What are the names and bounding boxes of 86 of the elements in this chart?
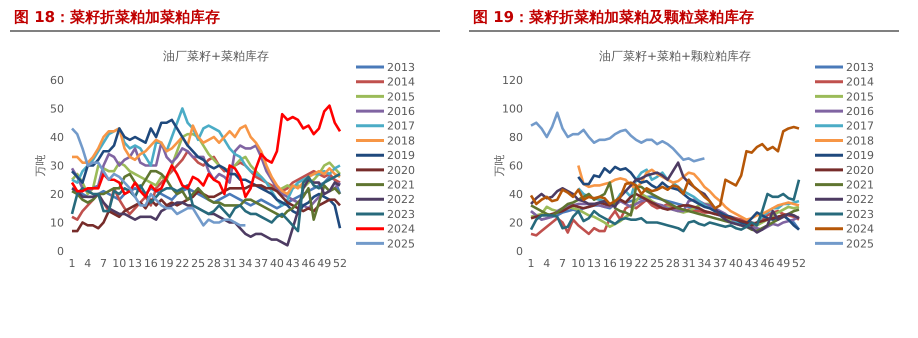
y-tick-label: 0 xyxy=(57,244,64,258)
y-axis-title: 万吨 xyxy=(493,154,506,176)
legend-label: 2013 xyxy=(387,60,415,74)
x-tick-label: 19 xyxy=(618,257,633,270)
x-tick-label: 37 xyxy=(254,257,268,270)
chart-title: 图 19：菜籽折菜粕加菜粕及颗粒菜粕库存 xyxy=(473,8,754,26)
legend-label: 2019 xyxy=(846,149,874,162)
legend-label: 2018 xyxy=(387,134,415,148)
legend-label: 2025 xyxy=(387,237,415,250)
x-tick-label: 19 xyxy=(160,257,174,270)
x-tick-label: 1 xyxy=(528,257,534,270)
legend-label: 2014 xyxy=(387,76,415,89)
x-tick-label: 10 xyxy=(571,257,586,270)
y-tick-label: 10 xyxy=(50,216,64,230)
x-tick-label: 31 xyxy=(222,257,237,270)
chart-subtitle: 油厂菜籽+菜粕库存 xyxy=(162,49,270,63)
y-tick-label: 0 xyxy=(516,244,523,258)
x-tick-label: 40 xyxy=(728,257,743,270)
x-tick-label: 37 xyxy=(713,257,728,270)
x-tick-label: 25 xyxy=(650,257,664,270)
chart-title: 图 18：菜籽折菜粕加菜粕库存 xyxy=(14,8,220,26)
x-tick-label: 16 xyxy=(144,257,158,270)
x-tick-label: 1 xyxy=(68,257,76,270)
x-tick-label: 7 xyxy=(100,257,108,270)
legend-label: 2022 xyxy=(846,193,874,206)
chart-subtitle: 油厂菜籽+菜粕+颗粒粕库存 xyxy=(598,49,752,63)
y-tick-label: 20 xyxy=(50,188,64,201)
x-tick-label: 4 xyxy=(84,257,92,270)
x-tick-label: 40 xyxy=(270,257,284,270)
x-tick-label: 46 xyxy=(301,257,316,270)
legend-label: 2015 xyxy=(846,90,874,104)
legend-label: 2024 xyxy=(846,222,874,236)
x-tick-label: 25 xyxy=(191,257,206,270)
line-series xyxy=(530,111,706,163)
x-tick-label: 34 xyxy=(697,257,712,270)
line-series xyxy=(70,172,342,232)
y-tick-label: 120 xyxy=(502,74,523,87)
legend-label: 2020 xyxy=(387,164,415,177)
legend-label: 2017 xyxy=(387,120,415,133)
x-tick-label: 52 xyxy=(792,257,806,270)
x-tick-label: 10 xyxy=(112,257,126,270)
y-tick-label: 60 xyxy=(50,74,64,87)
legend-label: 2019 xyxy=(387,149,415,162)
x-tick-label: 13 xyxy=(587,257,602,270)
legend-label: 2015 xyxy=(387,90,415,104)
x-tick-label: 4 xyxy=(543,257,550,270)
y-tick-label: 50 xyxy=(50,102,64,116)
y-tick-label: 40 xyxy=(509,188,523,201)
x-tick-label: 28 xyxy=(206,257,221,270)
legend-label: 2022 xyxy=(387,193,415,206)
line-series xyxy=(70,127,247,227)
legend-label: 2021 xyxy=(387,178,415,192)
y-tick-label: 30 xyxy=(50,159,64,172)
x-tick-label: 13 xyxy=(128,257,142,270)
x-tick-label: 16 xyxy=(602,257,617,270)
line-series xyxy=(530,126,800,210)
legend-label: 2020 xyxy=(846,164,874,177)
x-tick-label: 43 xyxy=(286,257,300,270)
x-tick-label: 31 xyxy=(682,257,696,270)
legend-label: 2023 xyxy=(387,208,415,221)
y-tick-label: 100 xyxy=(502,102,523,116)
x-tick-label: 7 xyxy=(559,257,566,270)
legend-label: 2014 xyxy=(846,76,874,89)
x-tick-label: 52 xyxy=(333,257,347,270)
legend-label: 2013 xyxy=(846,60,874,74)
x-tick-label: 22 xyxy=(634,257,648,270)
legend-label: 2024 xyxy=(387,222,415,236)
y-tick-label: 20 xyxy=(509,216,523,230)
legend-label: 2023 xyxy=(846,208,874,221)
x-tick-label: 49 xyxy=(776,257,790,270)
y-axis-title: 万吨 xyxy=(34,154,47,176)
legend-label: 2025 xyxy=(846,237,874,250)
x-tick-label: 49 xyxy=(317,257,332,270)
legend-label: 2017 xyxy=(846,120,874,133)
x-tick-label: 46 xyxy=(760,257,774,270)
y-tick-label: 60 xyxy=(509,159,523,172)
legend-label: 2018 xyxy=(846,134,874,148)
y-tick-label: 80 xyxy=(509,130,523,144)
legend-label: 2016 xyxy=(846,104,874,118)
x-tick-label: 28 xyxy=(666,257,680,270)
x-tick-label: 34 xyxy=(238,257,252,270)
x-tick-label: 22 xyxy=(175,257,190,270)
legend-label: 2016 xyxy=(387,104,415,118)
x-tick-label: 43 xyxy=(744,257,759,270)
y-tick-label: 40 xyxy=(50,130,64,144)
legend-label: 2021 xyxy=(846,178,874,192)
